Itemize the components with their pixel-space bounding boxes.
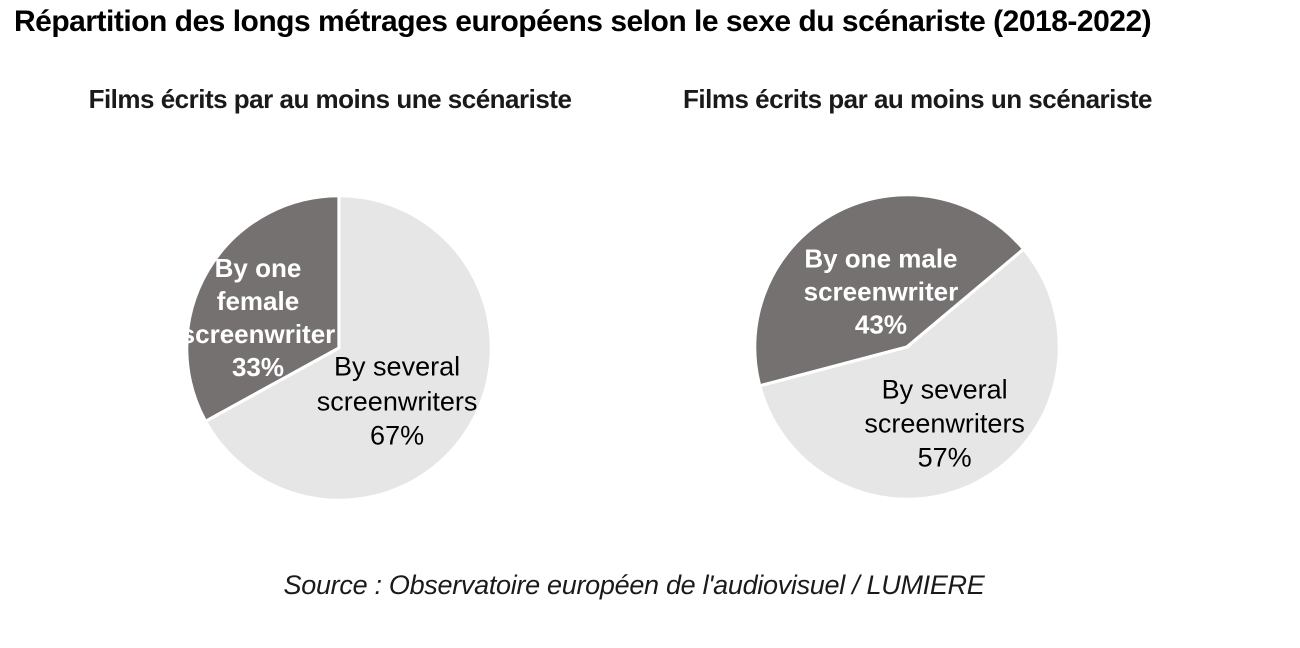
pie-slice-label: By one male screenwriter 43% <box>803 243 959 340</box>
pie-slice-dark <box>753 193 1026 388</box>
pie-chart-male-screenwriters: By one male screenwriter 43% By several s… <box>750 190 1064 504</box>
pie-slice-label: By several screenwriters 57% <box>864 374 1025 474</box>
pie-slice-dark <box>185 194 341 423</box>
pie-right-subtitle: Films écrits par au moins un scénariste <box>683 84 1152 114</box>
pie-slice-label: By one female screenwriter 33% <box>180 253 336 383</box>
pie-right-svg <box>753 193 1061 501</box>
chart-title: Répartition des longs métrages européens… <box>14 5 1152 38</box>
pie-left-subtitle: Films écrits par au moins une scénariste <box>88 84 572 114</box>
pie-chart-female-screenwriters: By one female screenwriter 33% By several… <box>180 191 496 505</box>
source-caption: Source : Observatoire européen de l'audi… <box>283 570 985 600</box>
pie-slice-light <box>758 247 1061 501</box>
pie-slice-light <box>203 194 493 502</box>
pie-slice-label: By several screenwriters 67% <box>316 351 478 451</box>
pie-left-svg <box>185 194 493 502</box>
